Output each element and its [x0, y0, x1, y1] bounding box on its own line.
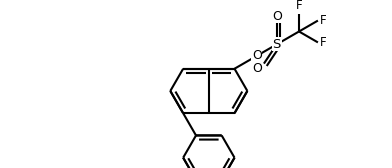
Text: S: S — [272, 38, 281, 51]
Text: F: F — [296, 0, 302, 12]
Text: O: O — [252, 49, 262, 62]
Text: O: O — [252, 62, 263, 75]
Text: F: F — [320, 36, 327, 49]
Text: O: O — [272, 10, 282, 23]
Text: F: F — [320, 14, 327, 27]
